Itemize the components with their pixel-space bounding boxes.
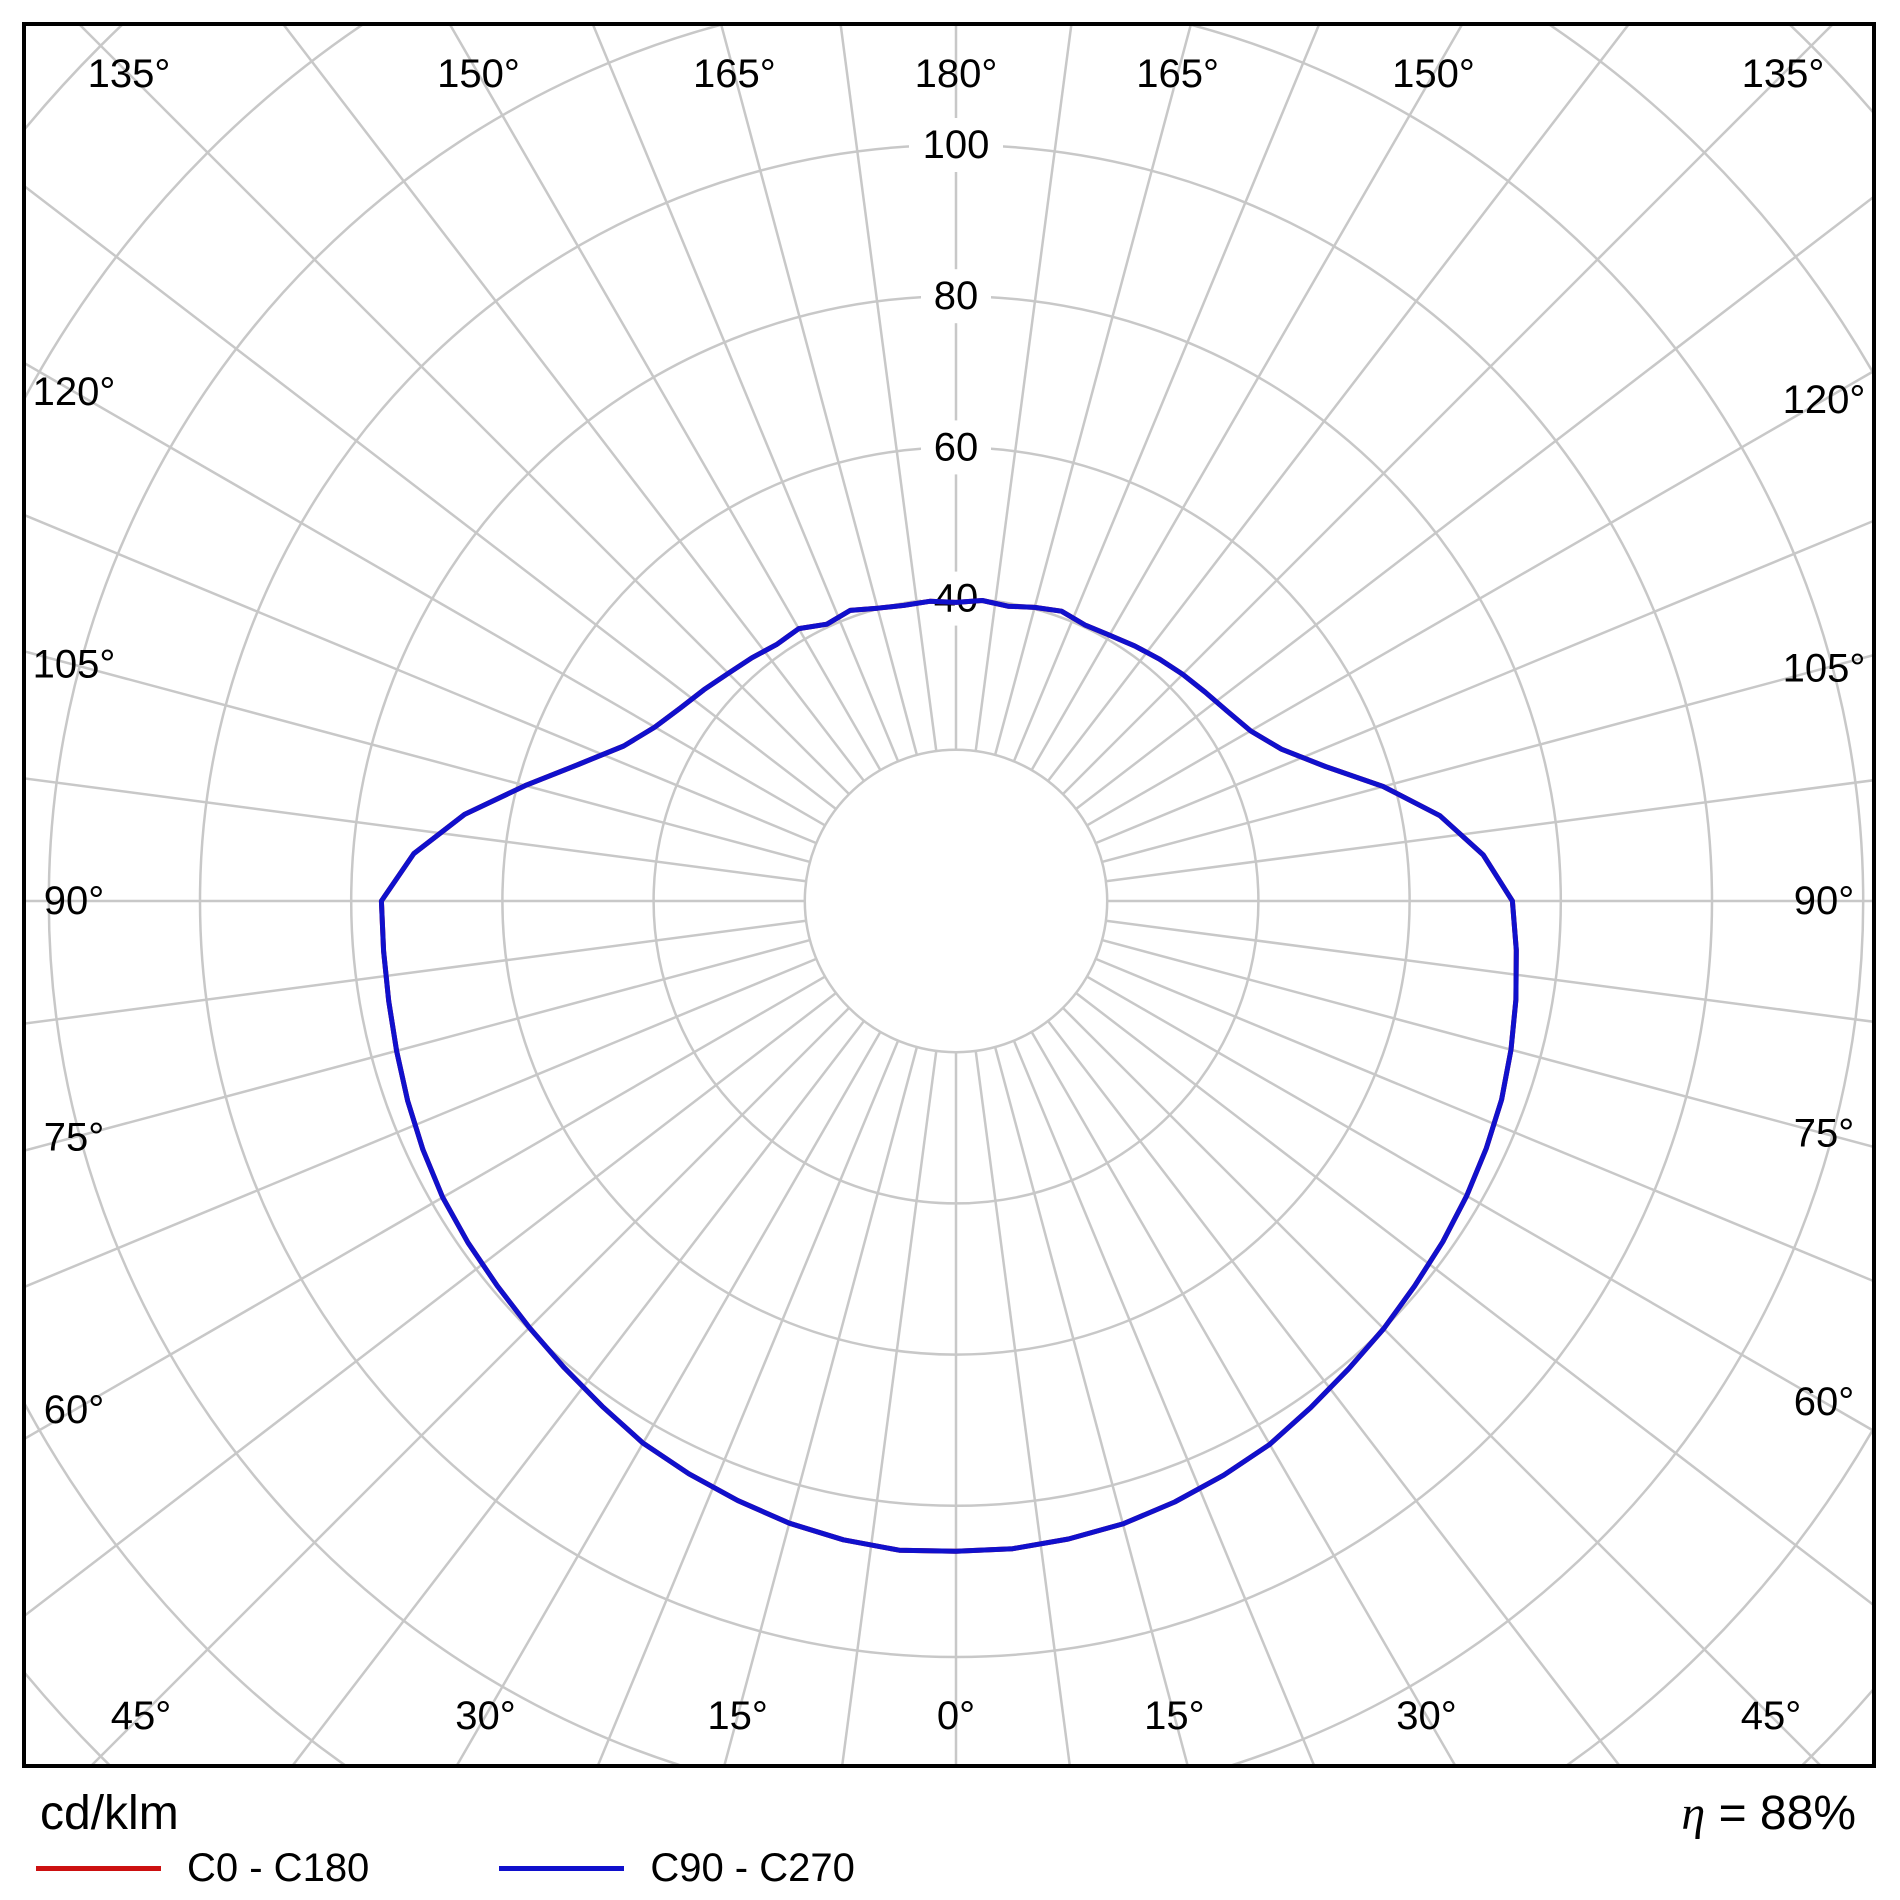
svg-text:120°: 120° [1783, 378, 1866, 422]
svg-text:45°: 45° [111, 1694, 172, 1738]
svg-text:150°: 150° [437, 52, 520, 96]
svg-text:100: 100 [923, 123, 990, 167]
efficiency-symbol: η [1681, 1787, 1706, 1840]
svg-text:165°: 165° [1136, 52, 1219, 96]
efficiency-label: η = 88% [1681, 1786, 1856, 1841]
svg-text:165°: 165° [693, 52, 776, 96]
svg-text:75°: 75° [1794, 1112, 1855, 1156]
svg-text:75°: 75° [44, 1115, 105, 1159]
svg-text:60: 60 [934, 425, 979, 469]
svg-text:45°: 45° [1741, 1694, 1802, 1738]
svg-text:30°: 30° [455, 1694, 516, 1738]
polar-chart-frame: 40 60 80 100 0° 15° 15° 30° 30° 45° 45° 60° 60° 75° 75… [22, 22, 1876, 1768]
svg-text:120°: 120° [33, 370, 116, 414]
svg-text:0°: 0° [937, 1694, 975, 1738]
legend-line-c0-c180 [36, 1866, 161, 1871]
legend-item-c0-c180: C0 - C180 [36, 1846, 369, 1891]
efficiency-value: = 88% [1718, 1787, 1856, 1840]
footer: cd/klm η = 88% [40, 1786, 1856, 1841]
polar-plot: 40 60 80 100 0° 15° 15° 30° 30° 45° 45° 60° 60° 75° 75… [26, 26, 1872, 1764]
svg-text:105°: 105° [33, 643, 116, 687]
legend-label-c90-c270: C90 - C270 [650, 1846, 855, 1890]
legend-item-c90-c270: C90 - C270 [499, 1846, 855, 1891]
legend: C0 - C180 C90 - C270 [36, 1846, 855, 1891]
svg-text:60°: 60° [1794, 1380, 1855, 1424]
svg-text:150°: 150° [1392, 52, 1475, 96]
units-label: cd/klm [40, 1787, 179, 1840]
svg-text:135°: 135° [88, 52, 171, 96]
svg-text:15°: 15° [707, 1694, 768, 1738]
svg-text:90°: 90° [44, 879, 105, 923]
svg-text:80: 80 [934, 274, 979, 318]
svg-text:15°: 15° [1144, 1694, 1205, 1738]
svg-text:180°: 180° [915, 52, 998, 96]
svg-text:105°: 105° [1783, 646, 1866, 690]
svg-text:30°: 30° [1396, 1694, 1457, 1738]
svg-text:40: 40 [934, 577, 979, 621]
svg-text:60°: 60° [44, 1388, 105, 1432]
svg-text:135°: 135° [1742, 52, 1825, 96]
legend-line-c90-c270 [499, 1866, 625, 1871]
legend-label-c0-c180: C0 - C180 [187, 1846, 370, 1890]
svg-text:90°: 90° [1794, 879, 1855, 923]
